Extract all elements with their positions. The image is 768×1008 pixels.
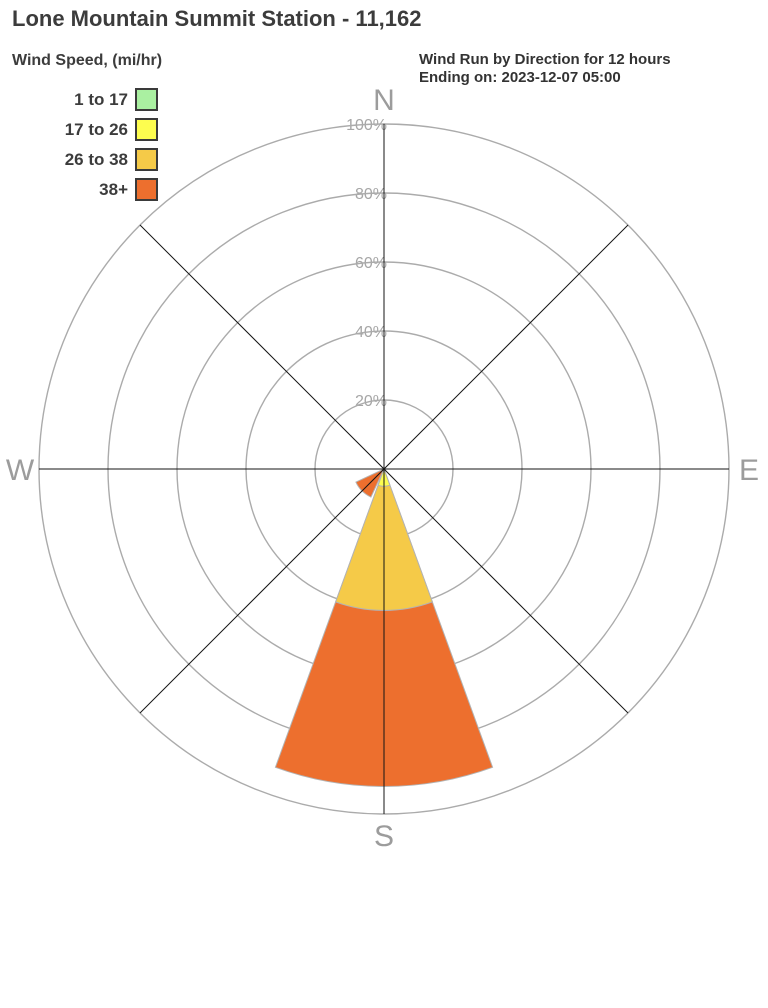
wind-speed-legend: Wind Speed, (mi/hr) 1 to 17 17 to 26 26 …: [12, 52, 232, 201]
spoke-135deg: [139, 224, 629, 714]
ring-label-40: 40%: [355, 324, 387, 341]
legend-item: 17 to 26: [12, 118, 172, 141]
ring-label-100: 100%: [346, 117, 387, 134]
legend-item-label: 1 to 17: [74, 90, 128, 109]
chart-subtitle-line1: Wind Run by Direction for 12 hours: [419, 51, 671, 68]
ring-label-60: 60%: [355, 255, 387, 272]
legend-swatch-orange: [135, 178, 158, 201]
compass-label-N: N: [373, 84, 395, 117]
compass-label-E: E: [739, 454, 759, 487]
page-title: Lone Mountain Summit Station - 11,162: [12, 6, 422, 31]
legend-item: 1 to 17: [12, 88, 172, 111]
legend-item-label: 38+: [99, 180, 128, 199]
legend-swatch-green: [135, 88, 158, 111]
chart-subtitle-line2: Ending on: 2023-12-07 05:00: [419, 69, 621, 86]
legend-swatch-amber: [135, 148, 158, 171]
legend-title: Wind Speed, (mi/hr): [12, 52, 163, 69]
legend-item-label: 17 to 26: [64, 120, 128, 139]
chart-subtitle: Wind Run by Direction for 12 hours Endin…: [419, 51, 671, 87]
compass-label-W: W: [6, 454, 35, 487]
legend-item: 38+: [12, 178, 172, 201]
legend-swatch-yellow: [135, 118, 158, 141]
compass-label-S: S: [374, 820, 394, 853]
legend-item: 26 to 38: [12, 148, 172, 171]
ring-label-80: 80%: [355, 186, 387, 203]
legend-item-label: 26 to 38: [64, 150, 128, 169]
